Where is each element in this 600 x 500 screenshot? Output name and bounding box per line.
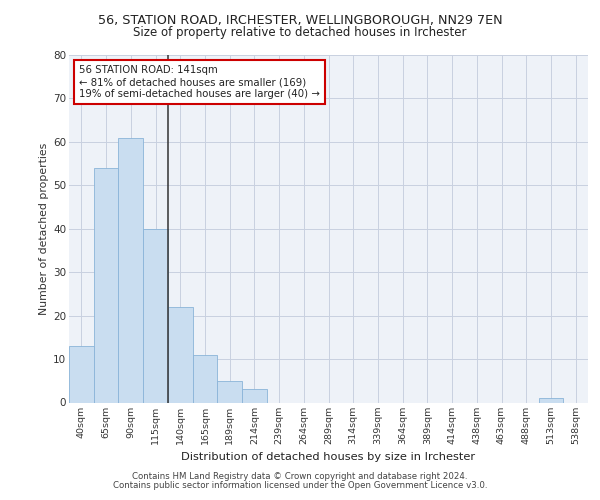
- Bar: [193, 354, 217, 403]
- Bar: [242, 390, 267, 402]
- Bar: [539, 398, 563, 402]
- Text: Contains HM Land Registry data © Crown copyright and database right 2024.: Contains HM Land Registry data © Crown c…: [132, 472, 468, 481]
- Text: Size of property relative to detached houses in Irchester: Size of property relative to detached ho…: [133, 26, 467, 39]
- Bar: [143, 229, 168, 402]
- Bar: [217, 381, 242, 402]
- Bar: [118, 138, 143, 402]
- X-axis label: Distribution of detached houses by size in Irchester: Distribution of detached houses by size …: [181, 452, 476, 462]
- Text: 56 STATION ROAD: 141sqm
← 81% of detached houses are smaller (169)
19% of semi-d: 56 STATION ROAD: 141sqm ← 81% of detache…: [79, 66, 320, 98]
- Text: 56, STATION ROAD, IRCHESTER, WELLINGBOROUGH, NN29 7EN: 56, STATION ROAD, IRCHESTER, WELLINGBORO…: [98, 14, 502, 27]
- Bar: [168, 307, 193, 402]
- Y-axis label: Number of detached properties: Number of detached properties: [39, 142, 49, 315]
- Bar: [94, 168, 118, 402]
- Text: Contains public sector information licensed under the Open Government Licence v3: Contains public sector information licen…: [113, 481, 487, 490]
- Bar: [69, 346, 94, 403]
